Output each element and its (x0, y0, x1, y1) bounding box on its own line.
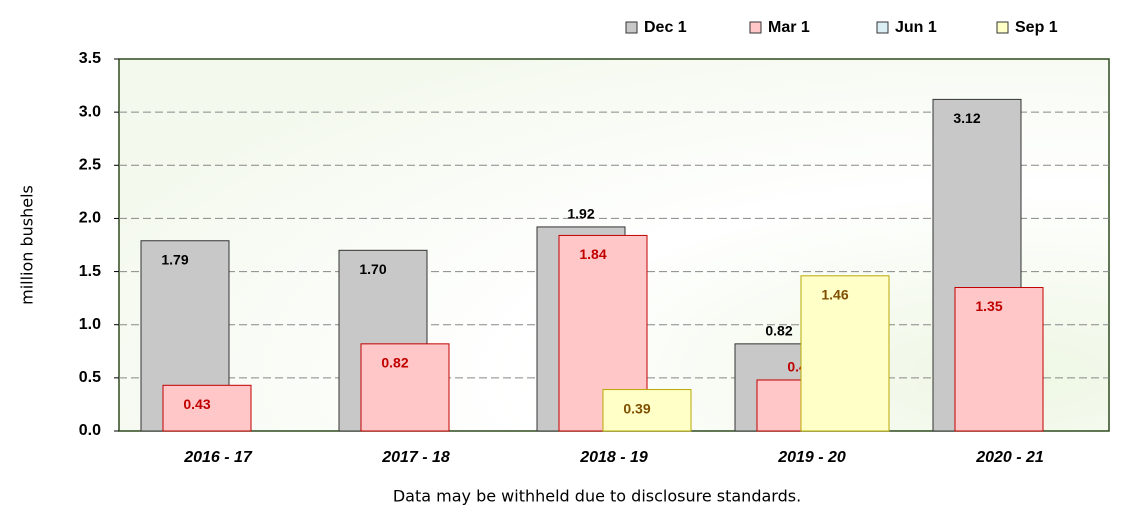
y-tick-label: 3.5 (79, 50, 101, 67)
value-label: 0.82 (381, 355, 408, 371)
legend-swatch (876, 21, 889, 34)
y-tick-label: 2.5 (79, 157, 101, 174)
value-label: 1.92 (567, 206, 594, 222)
x-tick-label: 2020 - 21 (975, 449, 1044, 466)
y-tick-label: 0.5 (79, 369, 101, 386)
value-label: 1.84 (579, 246, 606, 262)
y-tick-label: 1.5 (79, 263, 101, 280)
y-axis-label: million bushels (18, 185, 37, 305)
bar (162, 384, 252, 432)
y-tick-label: 3.0 (79, 103, 101, 120)
x-tick-label: 2016 - 17 (183, 449, 253, 466)
legend-swatch (625, 21, 638, 34)
y-tick-label: 2.0 (79, 210, 101, 227)
value-label: 0.39 (623, 400, 650, 416)
value-label: 0.43 (183, 396, 210, 412)
legend-label: Sep 1 (1015, 19, 1058, 36)
legend-label: Jun 1 (895, 19, 937, 36)
x-tick-label: 2019 - 20 (777, 449, 846, 466)
value-label: 1.70 (359, 261, 386, 277)
legend-label: Mar 1 (768, 19, 810, 36)
value-label: 3.12 (953, 110, 980, 126)
value-label: 0.82 (765, 323, 792, 339)
y-tick-label: 1.0 (79, 316, 101, 333)
bar (360, 343, 450, 432)
legend-swatch (996, 21, 1009, 34)
y-tick-label: 0.0 (79, 422, 101, 439)
value-label: 1.46 (821, 287, 848, 303)
value-label: 1.79 (161, 251, 188, 267)
bar (602, 389, 692, 432)
legend-label: Dec 1 (644, 19, 687, 36)
footnote: Data may be withheld due to disclosure s… (393, 487, 801, 506)
bar (954, 287, 1044, 432)
legend-swatch (749, 21, 762, 34)
bar (800, 275, 890, 432)
x-tick-label: 2017 - 18 (381, 449, 450, 466)
value-label: 1.35 (975, 298, 1002, 314)
x-tick-label: 2018 - 19 (579, 449, 648, 466)
